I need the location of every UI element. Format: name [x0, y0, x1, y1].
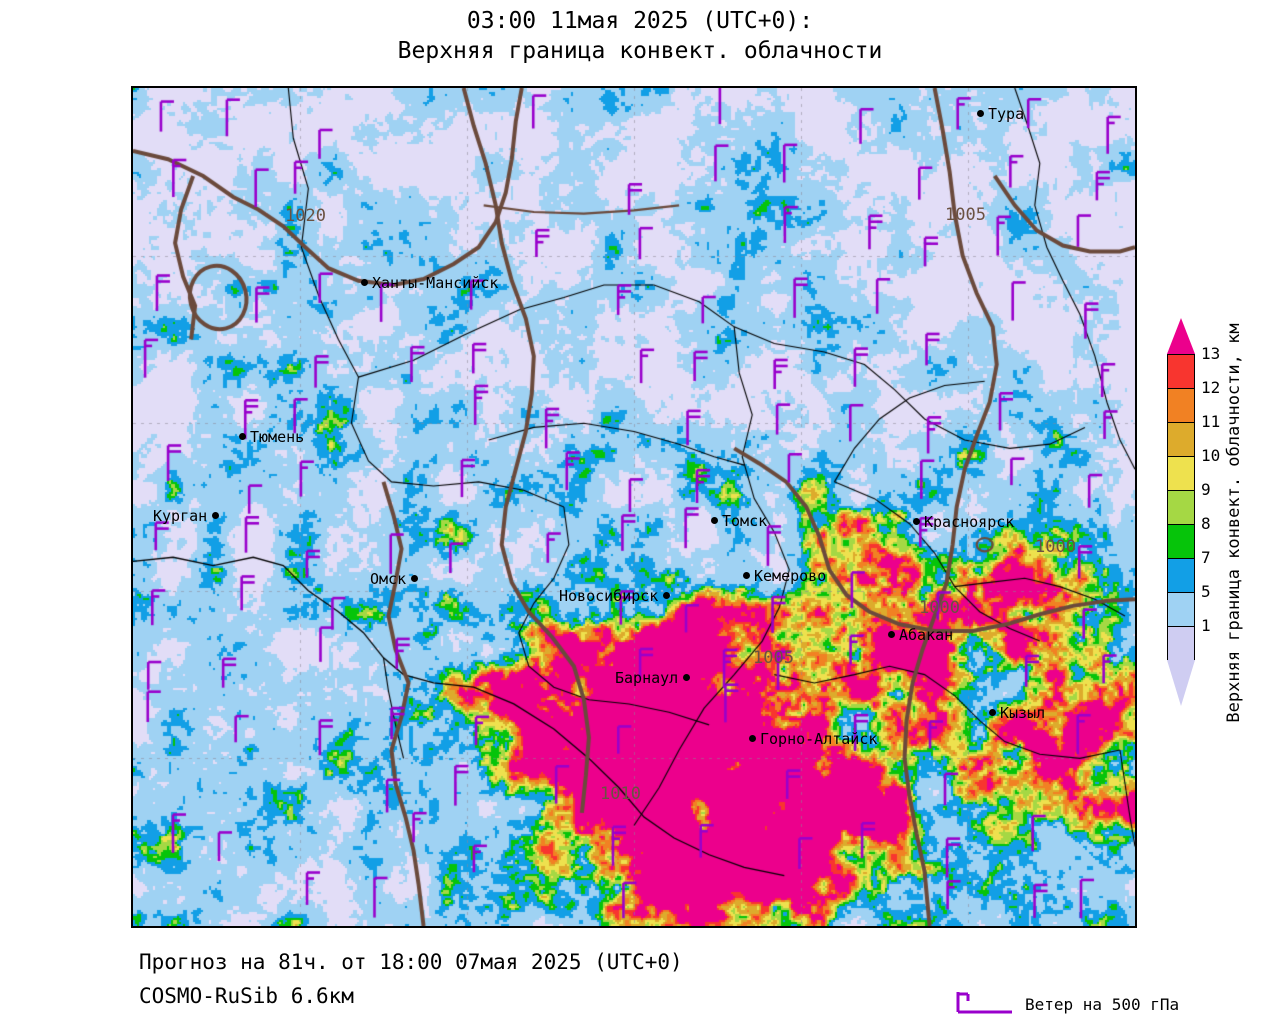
colorbar-axis-title: Верхняя граница конвект. облачности, км — [1216, 303, 1252, 743]
colorbar-band-10 — [1168, 457, 1194, 491]
wind-legend: Ветер на 500 гПа — [950, 988, 1280, 1022]
colorbar-band-11 — [1168, 423, 1194, 457]
colorbar-band-1 — [1168, 627, 1194, 661]
colorbar-top-cap-arrow — [1167, 318, 1195, 354]
model-name: COSMO-RuSib 6.6км — [139, 984, 354, 1008]
city-label: Абакан — [899, 626, 954, 644]
isobar-label-1000: 1000 — [919, 598, 960, 618]
colorbar-tick-10: 10 — [1201, 446, 1221, 465]
isobar-label-1000: 1000 — [1035, 537, 1076, 557]
city-label: Тура — [988, 105, 1025, 123]
colorbar-tick-7: 7 — [1201, 548, 1211, 567]
map-raster-field — [133, 88, 1135, 926]
colorbar-band-7 — [1168, 559, 1194, 593]
city-marker-dot — [913, 518, 920, 525]
city-marker-dot — [749, 735, 756, 742]
city-marker-dot — [411, 575, 418, 582]
title-valid-time: 03:00 11мая 2025 (UTC+0): — [466, 8, 814, 34]
city-marker-dot — [212, 512, 219, 519]
colorbar: 13 12 11 10 9 8 7 5 1 — [1163, 318, 1220, 728]
city-marker-dot — [711, 517, 718, 524]
city-label: Ханты-Мансийск — [372, 274, 499, 292]
city-label: Барнаул — [615, 669, 679, 687]
city-label: Новосибирск — [559, 587, 659, 605]
colorbar-tick-1: 1 — [1201, 616, 1211, 635]
colorbar-band-13 — [1168, 355, 1194, 389]
title-variable: Верхняя граница конвект. облачности — [397, 38, 883, 64]
colorbar-tick-11: 11 — [1201, 412, 1221, 431]
isobar-label-1020: 1020 — [285, 206, 326, 226]
page-title: 03:00 11мая 2025 (UTC+0): Верхняя границ… — [0, 6, 1280, 66]
wind-barb-icon — [956, 992, 1012, 1014]
colorbar-band-8 — [1168, 525, 1194, 559]
city-label: Красноярск — [924, 513, 1015, 531]
city-marker-dot — [888, 631, 895, 638]
city-label: Омск — [370, 570, 407, 588]
isobar-label-1005: 1005 — [945, 205, 986, 225]
colorbar-tick-8: 8 — [1201, 514, 1211, 533]
colorbar-band-5 — [1168, 593, 1194, 627]
city-marker-dot — [361, 279, 368, 286]
city-marker-dot — [977, 110, 984, 117]
colorbar-tick-5: 5 — [1201, 582, 1211, 601]
city-marker-dot — [663, 592, 670, 599]
city-label: Горно-Алтайск — [760, 730, 878, 748]
weather-map[interactable]: Тура Ханты-Мансийск Тюмень Курган Томск Красн… — [131, 86, 1137, 928]
colorbar-tick-13: 13 — [1201, 344, 1221, 363]
city-label: Кемерово — [754, 567, 827, 585]
colorbar-tick-12: 12 — [1201, 378, 1221, 397]
city-marker-dot — [743, 572, 750, 579]
colorbar-band-12 — [1168, 389, 1194, 423]
city-marker-dot — [989, 709, 996, 716]
isobar-label-1010: 1010 — [600, 784, 641, 804]
city-label: Томск — [722, 512, 768, 530]
colorbar-axis-title-text: Верхняя граница конвект. облачности, км — [1224, 323, 1244, 723]
city-label: Кызыл — [1000, 704, 1046, 722]
city-label: Курган — [153, 507, 208, 525]
colorbar-bottom-cap-arrow — [1167, 660, 1195, 706]
colorbar-tick-9: 9 — [1201, 480, 1211, 499]
isobar-label-1005: 1005 — [753, 648, 794, 668]
wind-legend-label: Ветер на 500 гПа — [1025, 995, 1180, 1014]
city-marker-dot — [683, 674, 690, 681]
city-label: Тюмень — [250, 428, 305, 446]
forecast-run-info: Прогноз на 81ч. от 18:00 07мая 2025 (UTC… — [139, 950, 683, 974]
city-marker-dot — [239, 433, 246, 440]
colorbar-band-9 — [1168, 491, 1194, 525]
colorbar-bands — [1167, 354, 1195, 661]
